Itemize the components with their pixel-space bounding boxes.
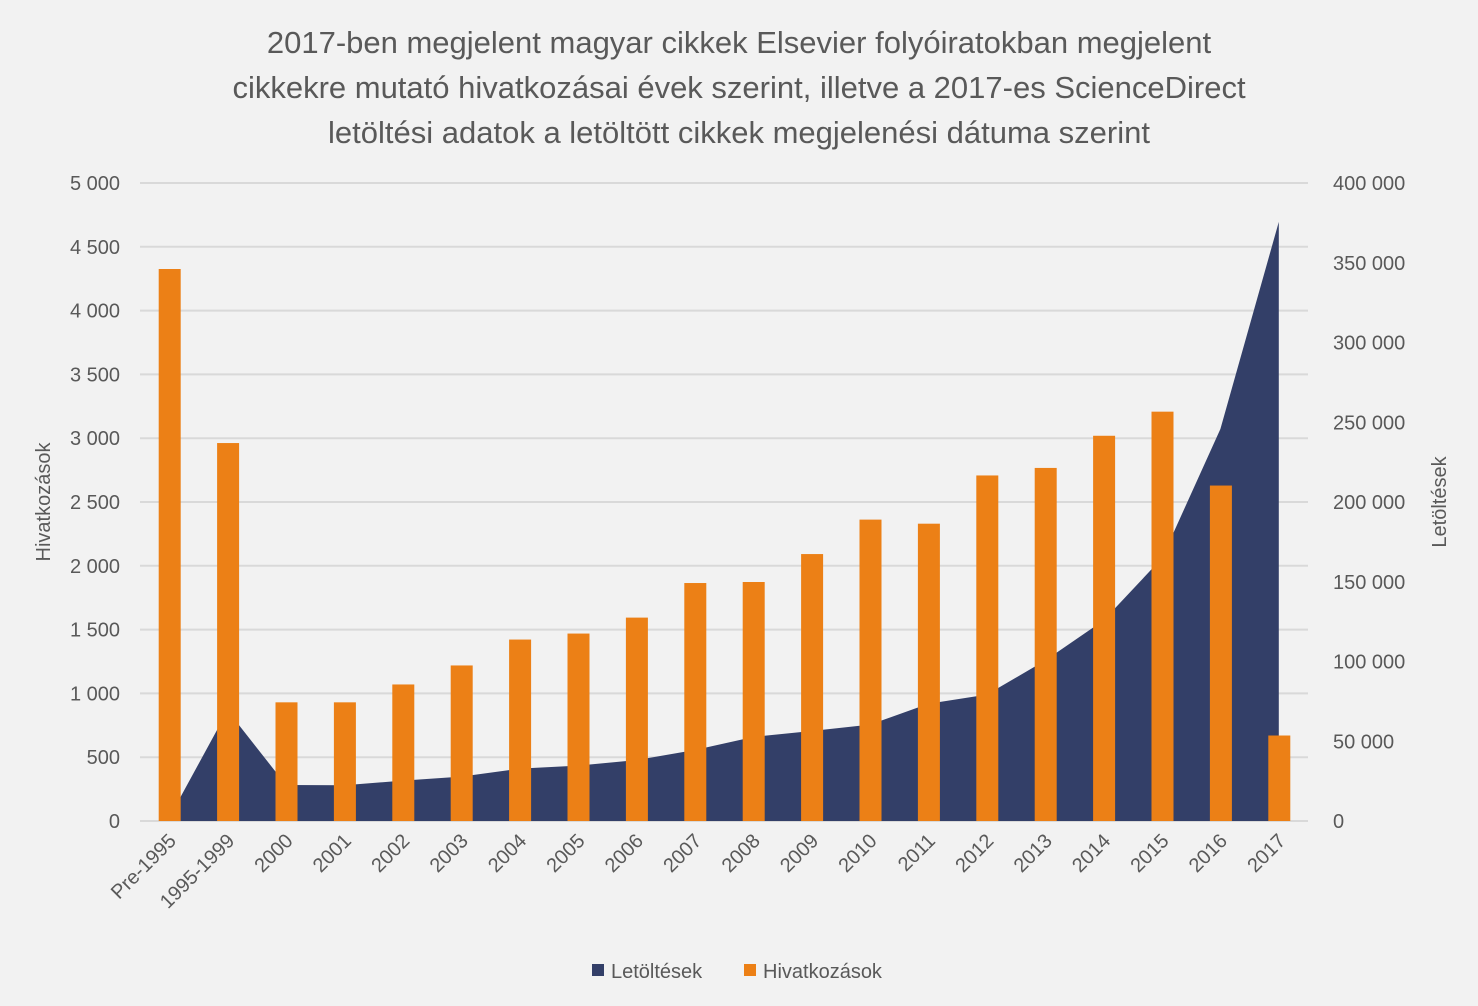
- right-tick-label: 400 000: [1333, 173, 1405, 195]
- chart-title: 2017-ben megjelent magyar cikkek Elsevie…: [232, 25, 1246, 150]
- x-tick-label: 2011: [894, 830, 940, 876]
- citations-bar-series: [158, 269, 1291, 821]
- left-axis-ticks: 0 500 1 000 1 500 2 000 2 500 3 000 3 500 4 000 4…: [70, 173, 120, 833]
- left-tick-label: 500: [87, 747, 120, 769]
- citations-bar: [509, 639, 532, 821]
- x-tick-label: 2010: [835, 830, 882, 877]
- left-tick-label: 2 000: [70, 556, 120, 578]
- citations-bar: [625, 617, 648, 821]
- x-tick-label: 2008: [718, 830, 765, 877]
- left-tick-label: 2 500: [70, 492, 120, 514]
- left-tick-label: 5 000: [70, 173, 120, 195]
- citations-bar: [217, 443, 240, 821]
- right-tick-label: 300 000: [1333, 333, 1405, 355]
- citations-bar: [333, 702, 356, 821]
- right-tick-label: 150 000: [1333, 572, 1405, 594]
- right-axis-title: Letöltések: [1429, 455, 1451, 547]
- citations-bar: [450, 665, 473, 821]
- legend-swatch-downloads: [592, 964, 604, 976]
- chart-title-line: 2017-ben megjelent magyar cikkek Elsevie…: [267, 25, 1212, 60]
- chart-title-line: cikkekre mutató hivatkozásai évek szerin…: [232, 70, 1246, 105]
- chart-title-line: letöltési adatok a letöltött cikkek megj…: [328, 115, 1150, 150]
- x-tick-label: 2003: [426, 830, 473, 877]
- x-tick-label: 2013: [1010, 830, 1057, 877]
- right-tick-label: 100 000: [1333, 652, 1405, 674]
- citations-bar: [1151, 411, 1174, 821]
- left-tick-label: 4 000: [70, 301, 120, 323]
- right-axis-ticks: 0 50 000 100 000 150 000 200 000 250 000 300 0…: [1333, 173, 1405, 833]
- x-tick-label: 2001: [309, 830, 356, 877]
- left-tick-label: 4 500: [70, 237, 120, 259]
- citations-bar: [158, 269, 181, 821]
- right-tick-label: 0: [1333, 811, 1344, 833]
- citations-bar: [392, 684, 415, 821]
- x-tick-label: 2015: [1127, 830, 1174, 877]
- x-tick-label: 2000: [251, 830, 298, 877]
- right-tick-label: 350 000: [1333, 253, 1405, 275]
- x-tick-label: 2016: [1185, 830, 1232, 877]
- citations-bar: [275, 702, 298, 821]
- legend-swatch-citations: [744, 964, 756, 976]
- left-tick-label: 3 500: [70, 364, 120, 386]
- citations-bar: [1093, 435, 1116, 821]
- citations-bar: [976, 475, 999, 821]
- left-tick-label: 3 000: [70, 428, 120, 450]
- right-tick-label: 50 000: [1333, 731, 1394, 753]
- x-tick-label: 2004: [484, 830, 531, 877]
- citations-bar: [1268, 735, 1291, 821]
- x-tick-label: 2017: [1243, 830, 1290, 877]
- x-tick-label: 2007: [659, 830, 706, 877]
- citations-bar: [859, 519, 882, 821]
- x-tick-label: 2012: [951, 830, 998, 877]
- citations-bar: [917, 523, 940, 821]
- legend: Letöltések Hivatkozások: [592, 961, 883, 983]
- citations-bar: [1034, 467, 1057, 821]
- citations-bar: [801, 554, 824, 821]
- left-axis-title: Hivatkozások: [33, 442, 55, 562]
- right-tick-label: 250 000: [1333, 412, 1405, 434]
- citations-bar: [742, 582, 765, 821]
- right-tick-label: 200 000: [1333, 492, 1405, 514]
- citations-bar: [684, 583, 707, 821]
- citations-bar: [1209, 485, 1232, 821]
- citations-bar: [567, 633, 590, 821]
- legend-label-downloads: Letöltések: [611, 961, 703, 983]
- x-tick-label: 2005: [543, 830, 590, 877]
- x-tick-label: 2014: [1068, 830, 1115, 877]
- x-tick-label: 2009: [776, 830, 823, 877]
- left-tick-label: 1 000: [70, 683, 120, 705]
- x-tick-label: 2002: [367, 830, 414, 877]
- legend-label-citations: Hivatkozások: [763, 961, 883, 983]
- x-tick-label: 2006: [601, 830, 648, 877]
- left-tick-label: 0: [109, 811, 120, 833]
- left-tick-label: 1 500: [70, 620, 120, 642]
